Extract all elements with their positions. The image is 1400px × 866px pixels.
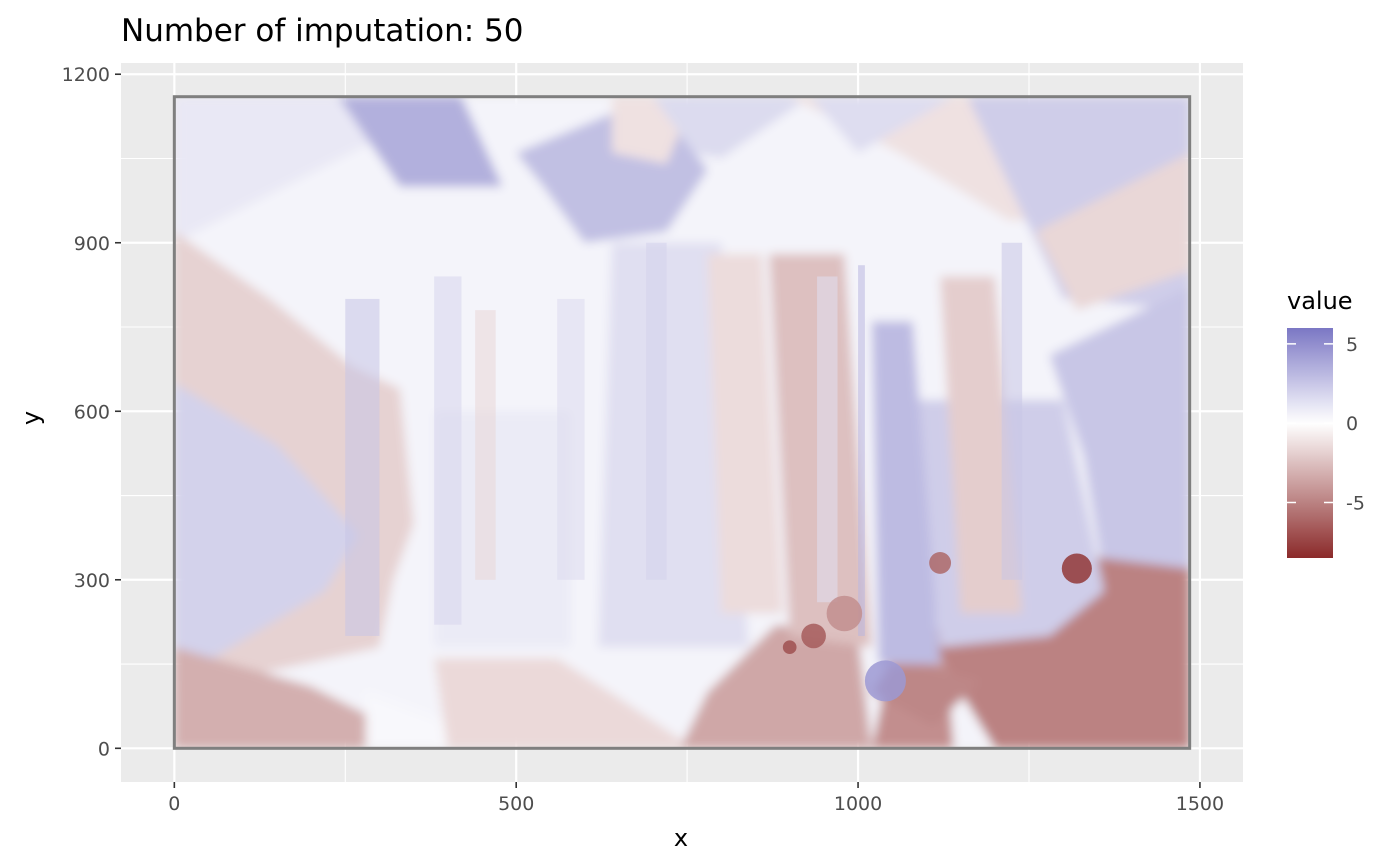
legend-tick-label: 5 (1346, 334, 1358, 356)
legend-colorbar (1287, 328, 1333, 558)
y-tick-label: 900 (74, 233, 110, 255)
x-axis-title: x (674, 824, 688, 852)
heatmap-stripe (646, 242, 667, 580)
heatmap-surface (174, 96, 1190, 749)
x-tick-label: 500 (498, 793, 534, 815)
heatmap-region (434, 411, 571, 648)
heatmap-region (365, 692, 517, 749)
x-tick-label: 1000 (834, 793, 882, 815)
y-tick-label: 300 (74, 570, 110, 592)
heatmap-spot (826, 595, 863, 632)
heatmap-region (1035, 152, 1190, 311)
y-axis: 0 300 600 900 1200 (62, 64, 121, 760)
heatmap-stripe (557, 298, 585, 580)
heatmap-spot (929, 551, 952, 574)
heatmap-region (174, 383, 359, 681)
heatmap-stripe (434, 276, 462, 625)
heatmap-stripe (817, 276, 838, 603)
heatmap-spot (1061, 553, 1092, 584)
heatmap-spot (864, 660, 906, 702)
legend-title: value (1287, 287, 1353, 315)
heatmap-stripe (345, 298, 380, 636)
heatmap-stripe (1001, 242, 1023, 580)
heatmap-spot (782, 640, 797, 655)
heatmap-region (871, 321, 941, 665)
color-legend: value 5 0 -5 (1287, 287, 1365, 558)
heatmap-stripe (858, 265, 865, 636)
heatmap-stripe (475, 310, 496, 580)
heatmap-region (707, 253, 783, 614)
heatmap-region (680, 624, 872, 749)
y-tick-label: 1200 (62, 64, 110, 86)
chart-title: Number of imputation: 50 (121, 13, 524, 49)
legend-tick-label: -5 (1346, 492, 1365, 514)
y-tick-label: 0 (98, 738, 110, 760)
heatmap-region (338, 96, 503, 187)
y-axis-title: y (17, 411, 45, 425)
heatmap-region (1049, 287, 1190, 580)
heatmap-spot (801, 623, 826, 649)
y-tick-label: 600 (74, 401, 110, 423)
legend-tick-label: 0 (1346, 413, 1358, 435)
x-tick-label: 0 (168, 793, 180, 815)
data-extent-border (172, 95, 1192, 750)
x-tick-label: 1500 (1176, 793, 1224, 815)
heatmap-region (810, 96, 954, 153)
x-axis: 0 500 1000 1500 (168, 782, 1224, 815)
heatmap-region (434, 658, 694, 749)
heatmap-region (652, 96, 811, 159)
